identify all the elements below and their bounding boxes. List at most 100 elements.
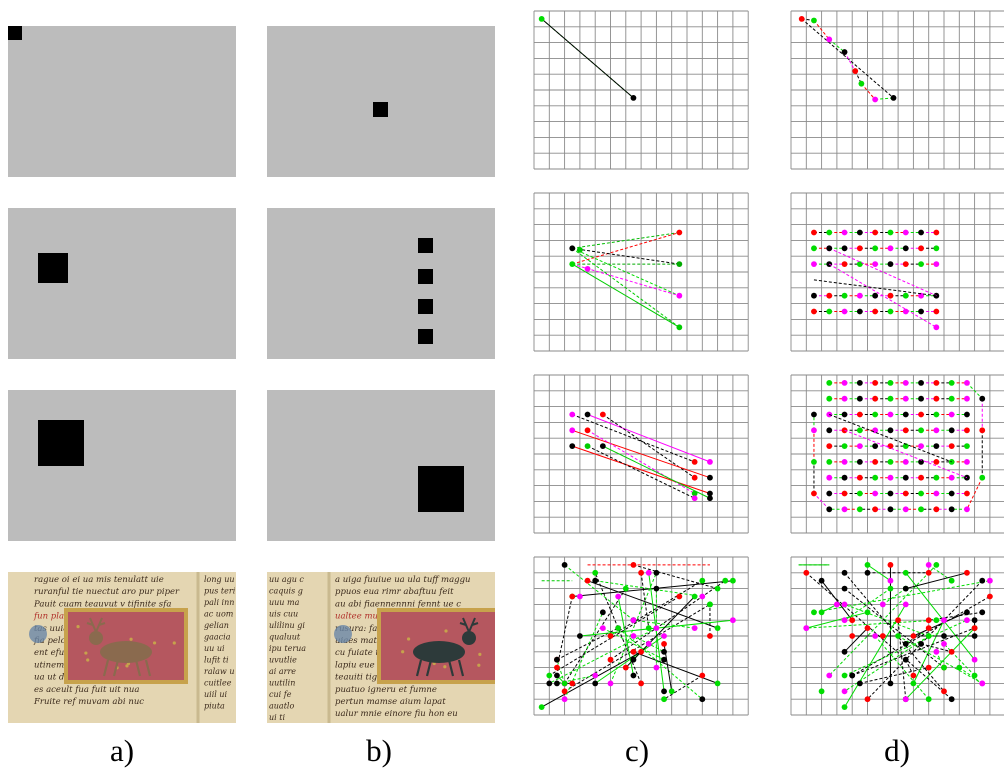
path-dot xyxy=(933,245,940,252)
path-dot xyxy=(948,443,955,449)
manuscript-side-line: uu agu c xyxy=(269,575,304,584)
deer-leg xyxy=(415,659,423,677)
path-dot xyxy=(933,427,940,434)
path-dot xyxy=(577,593,583,600)
path-dot xyxy=(834,601,840,608)
path-dot xyxy=(872,506,879,513)
path-dot xyxy=(856,459,863,465)
path-dot xyxy=(887,395,894,402)
path-dot xyxy=(856,395,863,402)
path-dot xyxy=(811,261,817,267)
manuscript-side-line: ac uom xyxy=(204,610,234,619)
path-dot xyxy=(554,680,560,687)
path-dot xyxy=(948,577,955,584)
path-dot xyxy=(615,593,622,600)
path-dot xyxy=(948,506,955,513)
path-dot xyxy=(918,380,924,386)
path-dot xyxy=(887,229,894,236)
deer-leg xyxy=(144,659,152,677)
path-dot xyxy=(569,443,576,449)
path-dot xyxy=(841,229,848,236)
path-dot xyxy=(811,292,817,299)
path-dot xyxy=(856,229,863,236)
path-dot xyxy=(948,395,955,402)
path-dot xyxy=(856,380,863,386)
path-dot xyxy=(630,617,637,624)
path-dot xyxy=(645,625,652,631)
path-dot xyxy=(864,562,871,568)
path-dot xyxy=(933,617,940,624)
path-dot xyxy=(638,648,644,655)
path-dot xyxy=(964,490,970,497)
deer-leg xyxy=(425,659,433,677)
path-dot xyxy=(856,506,863,513)
deer-antlers xyxy=(86,617,106,633)
path-dot xyxy=(902,601,909,608)
caption-a: a) xyxy=(109,733,135,768)
path-dot xyxy=(730,617,736,624)
path-segment xyxy=(844,51,856,72)
path-dot xyxy=(841,443,848,449)
path-dot xyxy=(714,680,721,687)
path-dot xyxy=(941,617,947,624)
path-dot xyxy=(887,427,894,434)
path-segment xyxy=(852,627,975,676)
path-dot xyxy=(902,380,909,386)
path-dot xyxy=(849,617,856,624)
path-dot xyxy=(607,656,614,663)
path-dot xyxy=(592,672,599,679)
path-segment xyxy=(633,564,718,590)
path-dot xyxy=(902,261,909,267)
path-segment xyxy=(920,643,952,653)
path-dot xyxy=(811,427,817,434)
path-segment xyxy=(625,596,696,668)
path-segment xyxy=(828,263,937,328)
path-dot xyxy=(592,680,599,687)
path-dot xyxy=(841,672,848,679)
grid-d1 xyxy=(790,10,1004,170)
path-segment xyxy=(564,603,711,692)
path-dot xyxy=(887,490,894,497)
manuscript-line: ruranful tie nuectut aro pur piper xyxy=(34,587,180,597)
path-segment xyxy=(829,414,952,463)
path-segment xyxy=(905,572,968,590)
path-dot xyxy=(902,585,909,592)
path-dot xyxy=(918,308,924,315)
path-dot xyxy=(691,459,698,465)
path-dot xyxy=(918,261,924,267)
path-dot xyxy=(872,245,879,252)
path-dot xyxy=(964,395,970,402)
path-dot xyxy=(879,601,886,608)
path-segment xyxy=(882,588,907,605)
path-dot xyxy=(941,641,947,647)
path-dot xyxy=(826,443,833,449)
path-dot xyxy=(561,696,568,703)
path-dot xyxy=(858,80,865,87)
path-dot xyxy=(707,495,713,502)
manuscript-image-b: a uiga fuuiue ua ula tuff maggu ppuos eua… xyxy=(267,572,495,723)
path-dot xyxy=(699,672,706,679)
deer-leg xyxy=(112,659,120,677)
path-dot xyxy=(554,672,560,679)
path-dot xyxy=(887,380,894,386)
path-dot xyxy=(653,569,660,576)
path-dot xyxy=(872,96,879,103)
manuscript-line: rague oi ei ua mis tenulatt uie xyxy=(34,575,164,585)
path-dot xyxy=(707,490,713,497)
path-dot xyxy=(910,680,917,687)
deer-antlers xyxy=(459,617,479,633)
path-dot xyxy=(569,245,576,252)
path-dot xyxy=(910,633,917,639)
frame-star xyxy=(406,637,411,641)
manuscript-side-line: uuu ma xyxy=(269,598,300,607)
path-dot xyxy=(653,585,660,592)
path-dot xyxy=(902,292,909,299)
path-dot xyxy=(661,633,667,639)
path-segment xyxy=(844,572,945,692)
panel-b2 xyxy=(267,208,495,359)
path-segment xyxy=(844,619,968,676)
path-dot xyxy=(948,427,955,434)
manuscript-side-line: lufit ti xyxy=(204,656,229,665)
path-segment xyxy=(610,580,726,661)
path-dot xyxy=(902,443,909,449)
